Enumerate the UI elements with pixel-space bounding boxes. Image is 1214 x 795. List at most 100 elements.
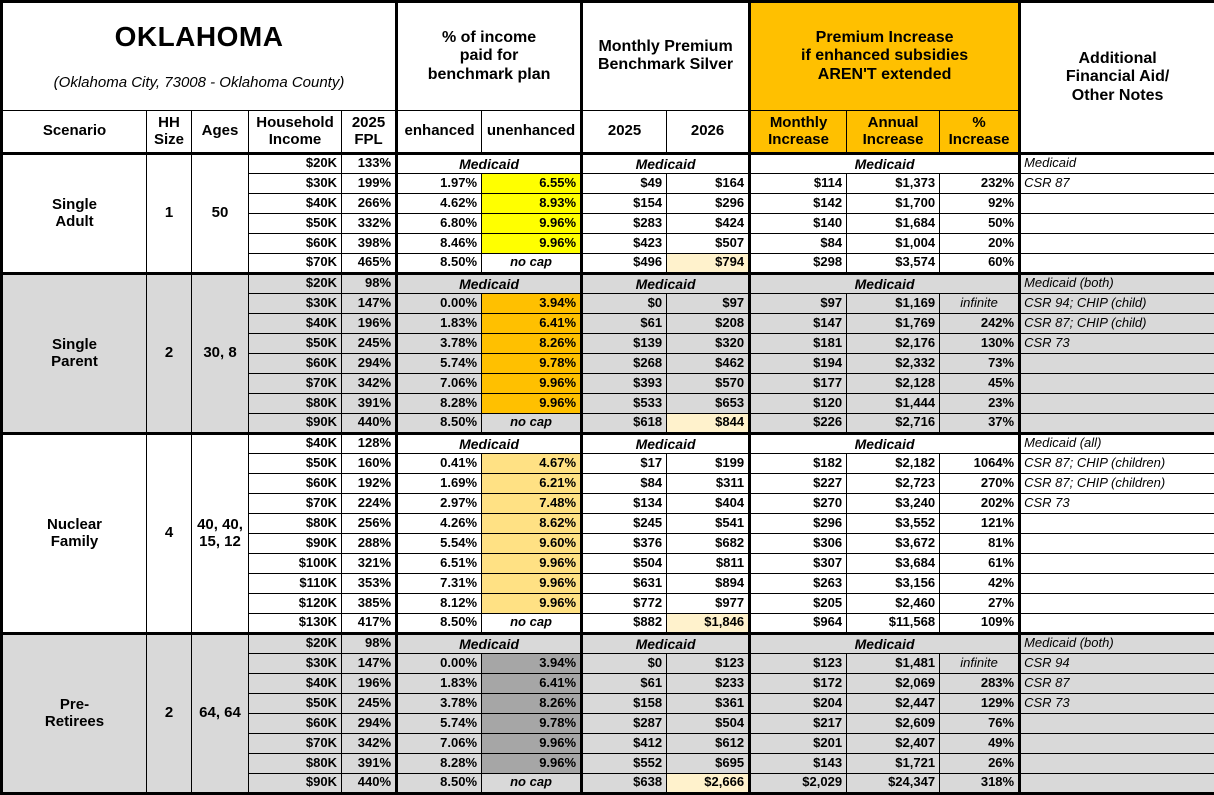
cell-fpl: 192%	[342, 473, 397, 493]
cell-monthly-increase: $140	[750, 213, 847, 233]
group-header-notes: Additional Financial Aid/ Other Notes	[1020, 2, 1214, 154]
cell-pct-increase: 23%	[940, 393, 1020, 413]
cell-note	[1020, 773, 1214, 793]
cell-monthly-increase: $964	[750, 613, 847, 633]
col-header-pct-increase: % Increase	[940, 110, 1020, 153]
cell-fpl: 294%	[342, 353, 397, 373]
scenario-cell: Pre- Retirees	[2, 633, 147, 793]
cell-monthly-increase: $114	[750, 173, 847, 193]
hh-size-cell: 2	[147, 273, 192, 433]
cell-premium-2025: $287	[582, 713, 667, 733]
cell-premium-2025: $17	[582, 453, 667, 473]
cell-annual-increase: $2,128	[847, 373, 940, 393]
cell-premium-2026: $311	[667, 473, 750, 493]
cell-pct-increase: 37%	[940, 413, 1020, 433]
cell-annual-increase: $1,169	[847, 293, 940, 313]
cell-enhanced-pct: 0.00%	[397, 653, 482, 673]
cell-enhanced-pct: 8.50%	[397, 773, 482, 793]
cell-note	[1020, 213, 1214, 233]
cell-unenhanced-pct: no cap	[482, 773, 582, 793]
cell-premium-2026: $682	[667, 533, 750, 553]
cell-fpl: 342%	[342, 733, 397, 753]
cell-unenhanced-pct: 9.96%	[482, 373, 582, 393]
cell-monthly-increase: $226	[750, 413, 847, 433]
cell-note: Medicaid (both)	[1020, 273, 1214, 293]
cell-enhanced-pct: 5.74%	[397, 353, 482, 373]
cell-annual-increase: $2,609	[847, 713, 940, 733]
cell-premium-2026: $653	[667, 393, 750, 413]
cell-premium-2026: $123	[667, 653, 750, 673]
cell-note: CSR 87	[1020, 173, 1214, 193]
cell-pct-increase: 129%	[940, 693, 1020, 713]
cell-note	[1020, 373, 1214, 393]
cell-premium-2026: $844	[667, 413, 750, 433]
cell-note	[1020, 253, 1214, 273]
cell-unenhanced-pct: 6.21%	[482, 473, 582, 493]
group-header-benchmark-premium: Monthly Premium Benchmark Silver	[582, 2, 750, 111]
cell-unenhanced-pct: 8.26%	[482, 333, 582, 353]
medicaid-span-income-pct: Medicaid	[397, 633, 582, 653]
medicaid-span-increase: Medicaid	[750, 273, 1020, 293]
cell-annual-increase: $11,568	[847, 613, 940, 633]
cell-premium-2025: $631	[582, 573, 667, 593]
cell-premium-2025: $533	[582, 393, 667, 413]
cell-pct-increase: 50%	[940, 213, 1020, 233]
cell-fpl: 440%	[342, 413, 397, 433]
cell-income: $50K	[249, 693, 342, 713]
cell-fpl: 196%	[342, 313, 397, 333]
cell-unenhanced-pct: 3.94%	[482, 293, 582, 313]
cell-premium-2026: $570	[667, 373, 750, 393]
cell-unenhanced-pct: 8.93%	[482, 193, 582, 213]
cell-monthly-increase: $263	[750, 573, 847, 593]
medicaid-span-increase: Medicaid	[750, 633, 1020, 653]
cell-premium-2025: $504	[582, 553, 667, 573]
cell-pct-increase: 109%	[940, 613, 1020, 633]
medicaid-span-increase: Medicaid	[750, 153, 1020, 173]
cell-unenhanced-pct: 7.48%	[482, 493, 582, 513]
cell-unenhanced-pct: 9.78%	[482, 713, 582, 733]
col-header-enhanced: enhanced	[397, 110, 482, 153]
cell-income: $120K	[249, 593, 342, 613]
medicaid-span-increase: Medicaid	[750, 433, 1020, 453]
cell-income: $130K	[249, 613, 342, 633]
hh-size-cell: 2	[147, 633, 192, 793]
cell-premium-2025: $268	[582, 353, 667, 373]
cell-monthly-increase: $194	[750, 353, 847, 373]
cell-pct-increase: 76%	[940, 713, 1020, 733]
col-header-unenhanced: unenhanced	[482, 110, 582, 153]
medicaid-span-income-pct: Medicaid	[397, 153, 582, 173]
cell-monthly-increase: $182	[750, 453, 847, 473]
cell-premium-2025: $134	[582, 493, 667, 513]
cell-annual-increase: $1,769	[847, 313, 940, 333]
cell-premium-2026: $404	[667, 493, 750, 513]
cell-pct-increase: 270%	[940, 473, 1020, 493]
cell-premium-2025: $882	[582, 613, 667, 633]
cell-income: $20K	[249, 153, 342, 173]
cell-annual-increase: $2,069	[847, 673, 940, 693]
cell-premium-2026: $2,666	[667, 773, 750, 793]
cell-note	[1020, 593, 1214, 613]
cell-premium-2025: $158	[582, 693, 667, 713]
cell-premium-2025: $423	[582, 233, 667, 253]
cell-enhanced-pct: 2.97%	[397, 493, 482, 513]
cell-unenhanced-pct: 6.41%	[482, 673, 582, 693]
cell-annual-increase: $3,574	[847, 253, 940, 273]
cell-note	[1020, 233, 1214, 253]
cell-note	[1020, 513, 1214, 533]
cell-income: $40K	[249, 193, 342, 213]
cell-unenhanced-pct: no cap	[482, 413, 582, 433]
cell-income: $60K	[249, 713, 342, 733]
cell-annual-increase: $2,332	[847, 353, 940, 373]
cell-premium-2026: $424	[667, 213, 750, 233]
cell-enhanced-pct: 1.83%	[397, 673, 482, 693]
cell-annual-increase: $3,672	[847, 533, 940, 553]
cell-unenhanced-pct: 9.96%	[482, 233, 582, 253]
cell-income: $50K	[249, 333, 342, 353]
cell-monthly-increase: $204	[750, 693, 847, 713]
cell-annual-increase: $3,552	[847, 513, 940, 533]
cell-annual-increase: $3,684	[847, 553, 940, 573]
ages-cell: 30, 8	[192, 273, 249, 433]
cell-pct-increase: 42%	[940, 573, 1020, 593]
cell-fpl: 199%	[342, 173, 397, 193]
